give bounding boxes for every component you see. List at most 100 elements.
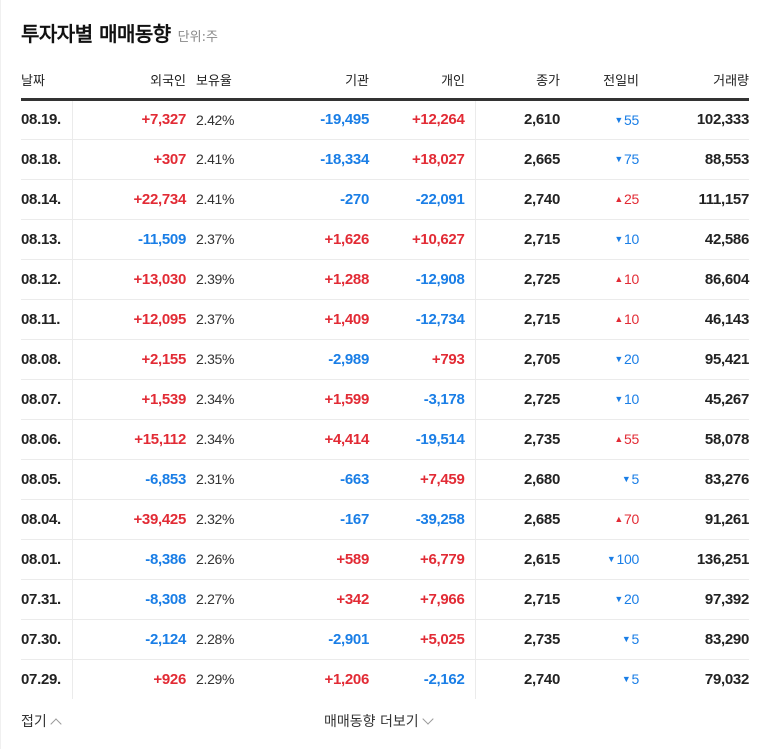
cell-individual: -12,734	[369, 299, 476, 340]
cell-institution: -270	[266, 179, 369, 220]
table-row: 08.08. +2,155 2.35% -2,989 +793 2,705 ▼20 95,42…	[21, 339, 749, 380]
column-header-individual: 개인	[369, 61, 475, 101]
cell-close: 2,715	[475, 219, 560, 260]
column-header-foreign: 외국인	[72, 61, 186, 101]
section-header: 투자자별 매매동향 단위:주	[21, 18, 218, 47]
cell-foreign: +307	[72, 139, 186, 180]
cell-individual: +7,966	[369, 579, 476, 620]
triangle-up-icon: ▲	[614, 514, 624, 524]
cell-volume: 42,586	[639, 219, 749, 260]
change-value: 10	[624, 391, 639, 407]
table-row: 08.12. +13,030 2.39% +1,288 -12,908 2,725 ▲10 8…	[21, 259, 749, 300]
table-row: 08.11. +12,095 2.37% +1,409 -12,734 2,715 ▲10 4…	[21, 299, 749, 340]
cell-foreign: -6,853	[72, 459, 186, 500]
cell-foreign: +7,327	[72, 99, 186, 140]
cell-close: 2,715	[475, 299, 560, 340]
cell-volume: 79,032	[704, 670, 749, 688]
cell-volume: 88,553	[639, 139, 749, 180]
cell-change: ▼5	[560, 459, 639, 500]
fold-label: 접기	[21, 714, 47, 730]
cell-change: ▲25	[560, 179, 639, 220]
cell-change: ▲10	[560, 259, 639, 300]
cell-individual: -22,091	[369, 179, 476, 220]
change-value: 55	[624, 111, 639, 128]
unit-label: 단위:주	[177, 30, 218, 45]
cell-date: 08.11.	[21, 299, 73, 340]
triangle-up-icon: ▲	[614, 194, 624, 204]
cell-individual: +12,264	[369, 99, 476, 140]
cell-close: 2,680	[475, 459, 560, 500]
cell-date: 08.07.	[21, 379, 73, 420]
cell-ratio: 2.28%	[186, 619, 266, 660]
triangle-down-icon: ▼	[614, 154, 624, 164]
cell-institution: -167	[266, 499, 369, 540]
cell-ratio: 2.31%	[186, 459, 266, 500]
table-row: 08.18. +307 2.41% -18,334 +18,027 2,665 ▼75 88,…	[21, 139, 749, 180]
cell-date: 08.05.	[21, 459, 73, 500]
cell-date: 08.08.	[21, 339, 73, 380]
cell-ratio: 2.41%	[186, 179, 266, 220]
cell-change: ▼5	[560, 619, 639, 660]
cell-foreign: +15,112	[72, 419, 186, 460]
cell-individual: -12,908	[369, 259, 476, 300]
cell-ratio: 2.27%	[186, 579, 266, 620]
cell-date: 08.18.	[21, 139, 73, 180]
cell-change: ▲70	[560, 499, 639, 540]
cell-change: ▼75	[560, 139, 639, 180]
cell-change: ▼10	[560, 379, 639, 420]
column-header-change: 전일비	[560, 61, 639, 101]
cell-individual: +18,027	[369, 139, 476, 180]
triangle-down-icon: ▼	[621, 634, 631, 644]
change-value: 5	[631, 671, 640, 688]
more-label: 매매동향 더보기	[324, 714, 419, 730]
cell-change: ▼5	[560, 659, 639, 699]
cell-date: 07.29.	[21, 659, 73, 699]
fold-button[interactable]: 접기	[21, 711, 62, 731]
cell-close: 2,610	[475, 99, 560, 140]
triangle-down-icon: ▼	[614, 394, 624, 404]
change-value: 75	[624, 151, 639, 167]
cell-foreign: -11,509	[72, 219, 186, 260]
table-row: 08.01. -8,386 2.26% +589 +6,779 2,615 ▼100 136,…	[21, 539, 749, 580]
cell-volume: 45,267	[639, 379, 749, 420]
cell-change: ▼20	[560, 339, 639, 380]
triangle-down-icon: ▼	[621, 674, 631, 685]
cell-institution: +1,626	[266, 219, 369, 260]
cell-close: 2,665	[475, 139, 560, 180]
cell-institution: +1,288	[266, 259, 369, 300]
cell-close: 2,740	[475, 179, 560, 220]
cell-close: 2,725	[475, 379, 560, 420]
cell-institution: -2,989	[266, 339, 369, 380]
cell-close: 2,715	[475, 579, 560, 620]
cell-ratio: 2.32%	[186, 499, 266, 540]
table-row: 08.05. -6,853 2.31% -663 +7,459 2,680 ▼5 83,276	[21, 459, 749, 500]
cell-volume: 102,333	[639, 99, 749, 140]
cell-volume: 91,261	[639, 499, 749, 540]
cell-close: 2,685	[475, 499, 560, 540]
table-row: 08.06. +15,112 2.34% +4,414 -19,514 2,735 ▲55 5…	[21, 419, 749, 460]
cell-institution: +589	[266, 539, 369, 580]
cell-institution: +4,414	[266, 419, 369, 460]
cell-individual: -39,258	[369, 499, 476, 540]
cell-volume: 58,078	[639, 419, 749, 460]
change-value: 70	[624, 511, 639, 527]
cell-close: 2,615	[475, 539, 560, 580]
left-border	[0, 0, 1, 749]
cell-date: 08.01.	[21, 539, 73, 580]
cell-ratio: 2.26%	[186, 539, 266, 580]
cell-volume: 83,276	[639, 459, 749, 500]
cell-ratio: 2.37%	[186, 219, 266, 260]
chevron-down-icon	[421, 713, 434, 725]
cell-close: 2,705	[475, 339, 560, 380]
cell-individual: +6,779	[369, 539, 476, 580]
cell-change: ▲55	[560, 419, 639, 460]
cell-date: 07.31.	[21, 579, 73, 620]
more-trading-button[interactable]: 매매동향 더보기	[324, 711, 434, 731]
chevron-up-icon	[50, 717, 62, 730]
column-header-ratio: 보유율	[186, 61, 266, 101]
triangle-up-icon: ▲	[614, 274, 624, 284]
cell-institution: -2,901	[266, 619, 369, 660]
cell-date: 08.19.	[21, 99, 73, 140]
table-row: 08.19. +7,327 2.42% -19,495 +12,264 2,610 ▼55 1…	[21, 99, 749, 140]
cell-individual: -2,162	[369, 659, 476, 699]
